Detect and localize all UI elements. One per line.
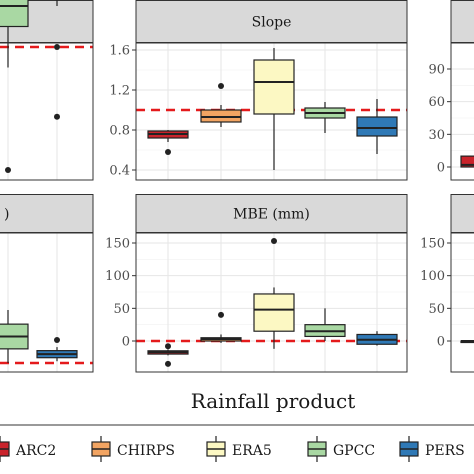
panel-border-left-top: [0, 42, 94, 181]
outlier-point: [271, 238, 277, 245]
legend-label: CHIRPS: [117, 443, 175, 459]
legend-label: ARC2: [15, 443, 56, 459]
y-tick-label: 100: [420, 269, 445, 284]
panel-left-top: [0, 0, 94, 181]
y-tick-label: 100: [105, 269, 130, 284]
y-tick-label: 150: [105, 237, 130, 252]
outlier-point: [5, 167, 11, 173]
box-iqr: [356, 116, 398, 137]
legend-label: PERS: [425, 443, 465, 459]
panel-right-bottom: 0 50 100 150: [420, 194, 474, 373]
outlier-point: [165, 343, 171, 350]
box-gpcc: [0, 310, 29, 363]
box-gpcc: [0, 0, 29, 173]
y-tick-label: 0.4: [109, 164, 130, 179]
panel-right-top: 0 30 60 90: [428, 0, 474, 181]
strip-title-slope: Slope: [252, 15, 292, 31]
box-gpcc: [304, 308, 346, 341]
y-tick-label: 1.2: [109, 84, 130, 99]
strip-right-bottom: [450, 194, 474, 233]
box-persiann: [54, 0, 60, 120]
strip-slope: [135, 0, 408, 43]
legend-key-chirps: CHIRPS: [90, 436, 175, 462]
strip-mbe: [135, 194, 408, 233]
legend-key-era5: ERA5: [205, 436, 272, 462]
panel-border-left-bottom: [0, 232, 94, 373]
box-gpcc: [304, 102, 346, 133]
y-tick-label: 0: [437, 161, 445, 176]
plot-bg-right-top: [451, 43, 474, 180]
box-iqr: [253, 59, 295, 115]
plot-bg-right-bottom: [451, 233, 474, 372]
y-tick-label: 30: [428, 128, 445, 143]
panel-left-bottom: ): [0, 194, 94, 373]
panel-border-right-top: [450, 42, 474, 181]
legend-key-arc2: ARC2: [0, 436, 56, 462]
y-tick-label: 90: [428, 63, 445, 78]
y-tick-label: 60: [428, 95, 445, 110]
box-era5: [253, 238, 295, 349]
box-iqr: [460, 155, 474, 168]
panel-mbe: MBE (mm) 0 50 100 150: [105, 194, 408, 373]
box-chirps: [200, 311, 242, 343]
y-tick-label: 1.6: [109, 44, 130, 59]
outlier-point: [54, 113, 60, 120]
box-arc2: [460, 340, 474, 344]
outlier-point: [218, 83, 224, 89]
box-chirps: [200, 83, 242, 127]
legend-label: GPCC: [333, 443, 375, 459]
y-tick-label: 50: [428, 302, 445, 317]
strip-title-left-bottom: ): [4, 207, 9, 223]
outlier-point: [165, 360, 171, 367]
box-arc2: [147, 130, 189, 155]
plot-bg-left-top: [0, 43, 93, 180]
outlier-point: [54, 44, 60, 50]
strip-right-top: [450, 0, 474, 43]
legend-box: [0, 424, 474, 426]
box-arc2: [147, 343, 189, 367]
legend-key-persiann: PERS: [398, 436, 465, 462]
panel-border-right-bottom: [450, 232, 474, 373]
box-arc2: [460, 155, 474, 168]
outlier-point: [165, 149, 171, 155]
strip-left-bottom: [0, 194, 94, 233]
panel-border-mbe: [135, 232, 408, 373]
legend: ARC2 CHIRPS ERA5 GPCC PERS: [0, 424, 474, 462]
legend-key-gpcc: GPCC: [306, 436, 375, 462]
outlier-point: [218, 311, 224, 318]
y-tick-label: 0: [122, 335, 130, 350]
y-tick-label: 50: [113, 302, 130, 317]
box-iqr: [0, 0, 29, 28]
x-axis-title: Rainfall product: [191, 389, 356, 413]
box-era5: [253, 48, 295, 170]
strip-title-mbe: MBE (mm): [233, 207, 310, 223]
panel-slope: Slope 0.4 0.8 1.2 1.6: [109, 0, 408, 181]
box-persiann: [36, 337, 78, 362]
y-tick-label: 0.8: [109, 124, 130, 139]
panel-border-slope: [135, 42, 408, 181]
box-persiann: [356, 331, 398, 346]
box-iqr: [253, 293, 295, 332]
y-tick-label: 0: [437, 335, 445, 350]
legend-label: ERA5: [232, 443, 272, 459]
y-tick-label: 150: [420, 237, 445, 252]
box-persiann: [356, 99, 398, 154]
outlier-point: [54, 337, 60, 344]
